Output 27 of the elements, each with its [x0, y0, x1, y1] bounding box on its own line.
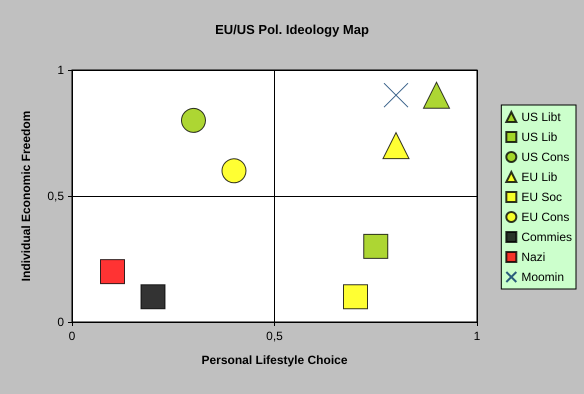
legend-label: EU Lib — [521, 170, 558, 184]
legend-label: EU Soc — [521, 190, 562, 204]
legend-label: US Lib — [521, 130, 558, 144]
point — [363, 234, 388, 259]
legend-label: US Libt — [521, 110, 562, 124]
legend-label: Nazi — [521, 250, 546, 264]
point — [181, 108, 206, 133]
point — [343, 284, 368, 310]
x-tick-label: 0,5 — [266, 329, 284, 343]
y-tick-label: 0 — [57, 315, 64, 329]
point — [384, 82, 408, 108]
x-axis-title: Personal Lifestyle Choice — [201, 353, 348, 367]
point — [140, 284, 166, 310]
y-tick-label: 1 — [57, 63, 64, 77]
point — [222, 158, 246, 184]
point — [100, 259, 125, 284]
chart-title: EU/US Pol. Ideology Map — [215, 22, 369, 37]
point — [423, 82, 450, 109]
legend-label: US Cons — [521, 150, 570, 164]
legend-label: Moomin — [521, 270, 564, 284]
legend-label: EU Cons — [521, 210, 570, 224]
y-axis-title: Individual Economic Freedom — [19, 110, 33, 282]
point — [382, 132, 410, 160]
legend-label: Commies — [521, 230, 572, 244]
x-tick-label: 0 — [68, 329, 76, 343]
x-tick-label: 1 — [474, 329, 481, 343]
y-tick-label: 0,5 — [47, 189, 64, 203]
